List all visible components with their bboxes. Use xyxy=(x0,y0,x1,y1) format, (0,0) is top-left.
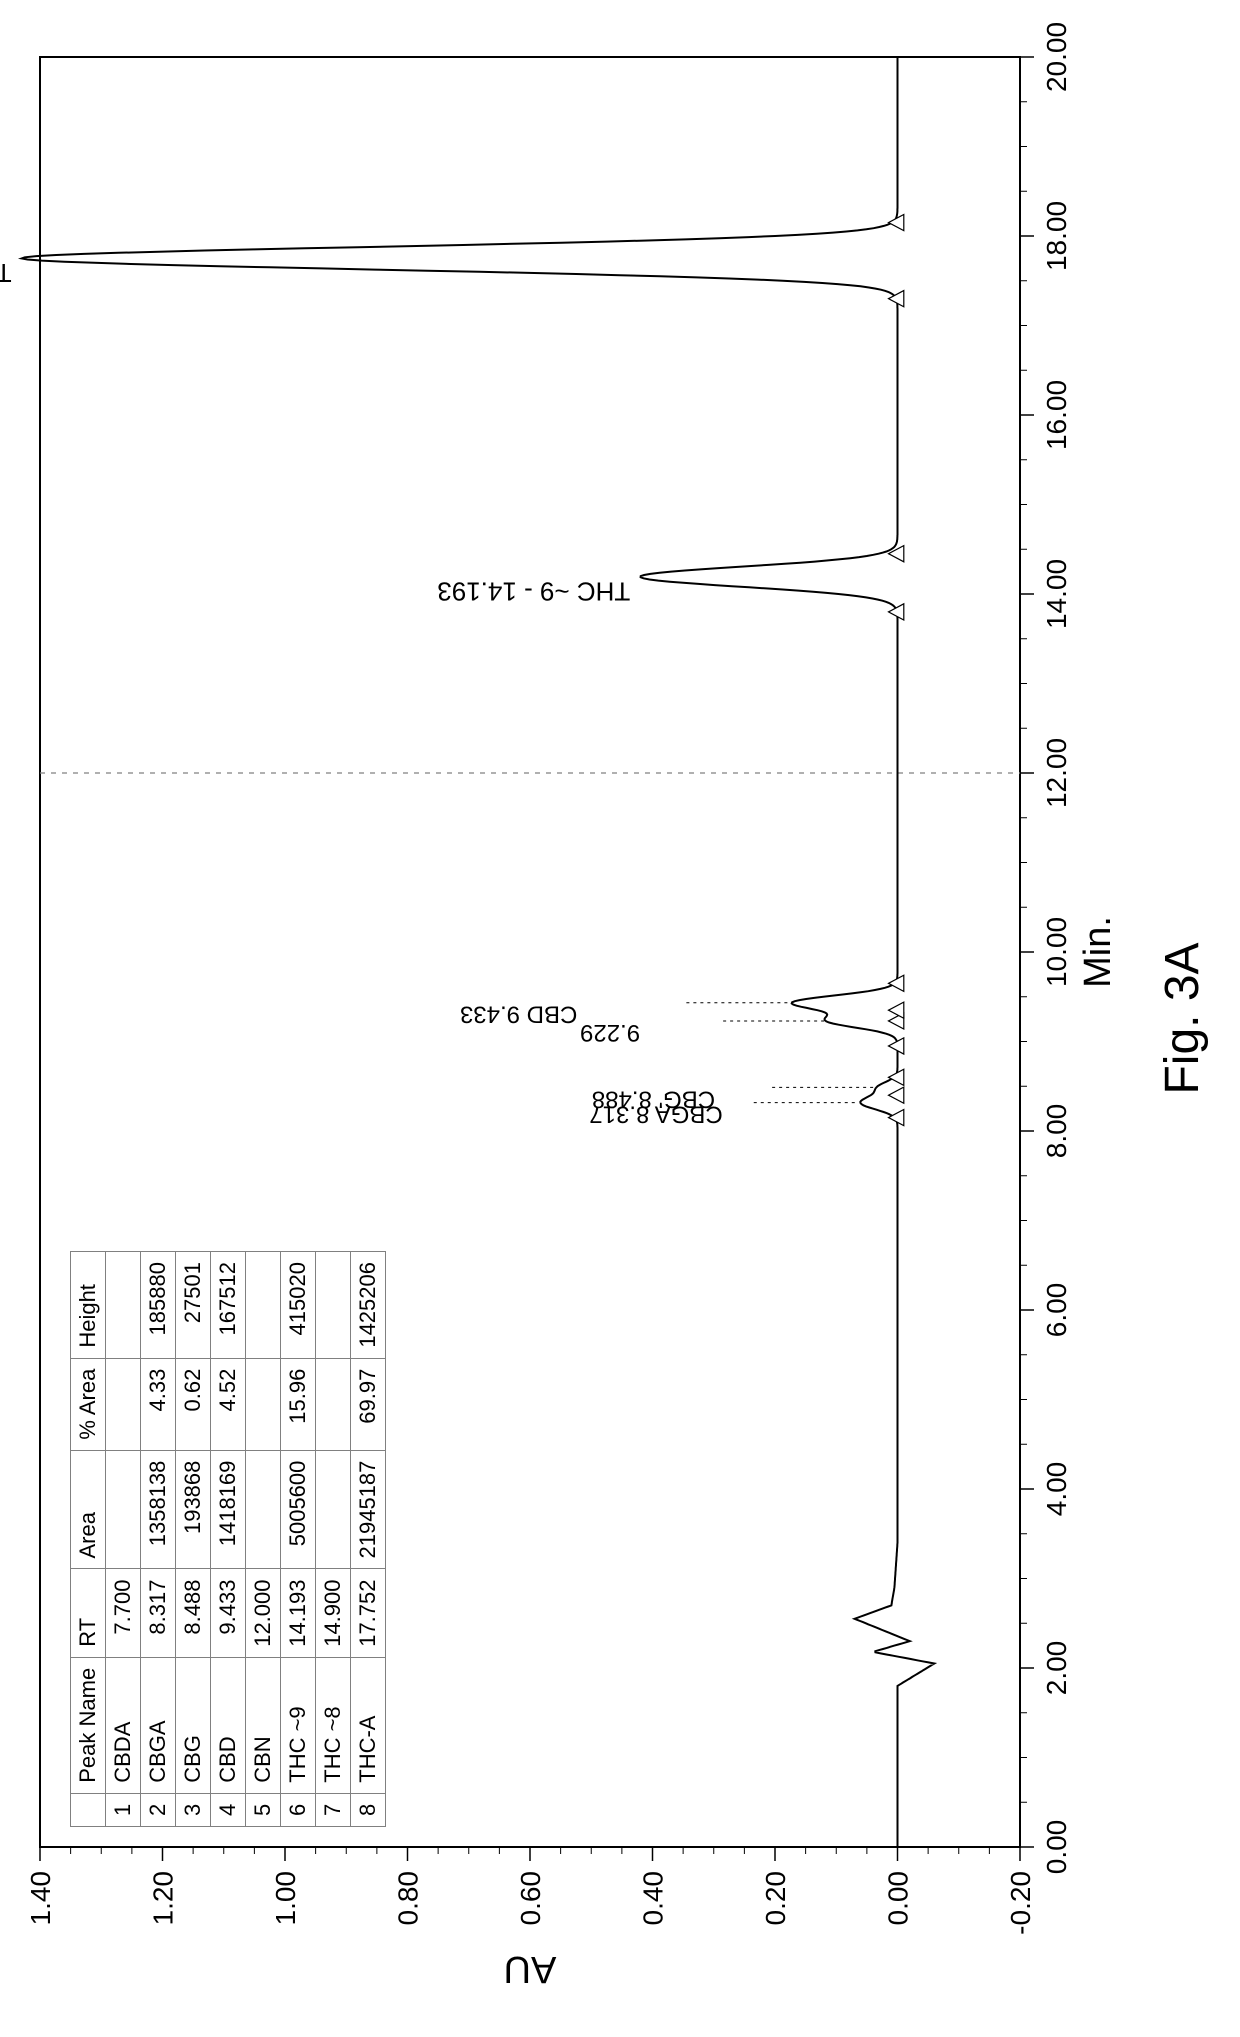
x-tick-label: 8.00 xyxy=(1041,1104,1072,1159)
table-cell xyxy=(246,1252,281,1359)
peak-data-table: Peak NameRTArea% AreaHeight1CBDA7.7002CB… xyxy=(70,1251,386,1827)
table-cell: 9.433 xyxy=(211,1569,246,1657)
y-axis-label: AU xyxy=(504,1948,557,1990)
table-header: Peak Name xyxy=(71,1657,106,1793)
table-row: 5CBN12.000 xyxy=(246,1252,281,1827)
table-header xyxy=(71,1793,106,1826)
x-tick-label: 6.00 xyxy=(1041,1283,1072,1338)
table-header: % Area xyxy=(71,1358,106,1450)
table-cell: 5005600 xyxy=(281,1450,316,1569)
x-tick-label: 10.00 xyxy=(1041,917,1072,987)
peak-label: CBD 9.433 xyxy=(460,1001,577,1028)
table-cell: 69.97 xyxy=(351,1358,386,1450)
table-cell xyxy=(316,1450,351,1569)
table-row: 1CBDA7.700 xyxy=(106,1252,141,1827)
table-cell xyxy=(316,1252,351,1359)
table-cell xyxy=(316,1358,351,1450)
table-row: 6THC ~914.193500560015.96415020 xyxy=(281,1252,316,1827)
table-cell: 415020 xyxy=(281,1252,316,1359)
table-cell: 14.900 xyxy=(316,1569,351,1657)
y-tick-label: 0.00 xyxy=(883,1871,914,1926)
table-row: 3CBG8.4881938680.6227501 xyxy=(176,1252,211,1827)
x-tick-label: 0.00 xyxy=(1041,1820,1072,1875)
table-cell: 5 xyxy=(246,1793,281,1826)
peak-label: THC-A - 17.752 xyxy=(0,258,12,288)
table-row: 4CBD9.43314181694.52167512 xyxy=(211,1252,246,1827)
x-tick-label: 2.00 xyxy=(1041,1641,1072,1696)
peak-label: THC ~9 - 14.193 xyxy=(437,577,630,607)
x-tick-label: 14.00 xyxy=(1041,559,1072,629)
table-cell xyxy=(246,1358,281,1450)
baseline-marker-icon xyxy=(889,546,904,562)
baseline-marker-icon xyxy=(889,1087,904,1103)
table-row: 8THC-A17.7522194518769.971425206 xyxy=(351,1252,386,1827)
y-tick-label: 0.20 xyxy=(760,1871,791,1926)
peak-label: 9.229 xyxy=(580,1019,640,1046)
baseline-marker-icon xyxy=(889,1109,904,1125)
x-tick-label: 12.00 xyxy=(1041,738,1072,808)
table-cell: THC ~9 xyxy=(281,1657,316,1793)
table-cell: 1358138 xyxy=(141,1450,176,1569)
x-tick-label: 16.00 xyxy=(1041,380,1072,450)
table-cell: 7.700 xyxy=(106,1569,141,1657)
table-cell: 4 xyxy=(211,1793,246,1826)
table-cell: 1 xyxy=(106,1793,141,1826)
peak-label: CBG' 8.488 xyxy=(592,1085,715,1112)
y-tick-label: 1.20 xyxy=(148,1871,179,1926)
y-tick-label: 0.60 xyxy=(515,1871,546,1926)
table-header: Area xyxy=(71,1450,106,1569)
baseline-marker-icon xyxy=(889,975,904,991)
baseline-marker-icon xyxy=(889,604,904,620)
table-cell xyxy=(106,1358,141,1450)
x-axis-label: Min. xyxy=(1077,916,1119,988)
y-tick-label: -0.20 xyxy=(1005,1871,1036,1935)
table-cell: 167512 xyxy=(211,1252,246,1359)
table-cell: THC ~8 xyxy=(316,1657,351,1793)
table-cell: 14.193 xyxy=(281,1569,316,1657)
table-header: Height xyxy=(71,1252,106,1359)
page: 0.002.004.006.008.0010.0012.0014.0016.00… xyxy=(0,0,1240,2037)
table-cell: 21945187 xyxy=(351,1450,386,1569)
table-row: 7THC ~814.900 xyxy=(316,1252,351,1827)
table-cell: 8.488 xyxy=(176,1569,211,1657)
table-cell: 27501 xyxy=(176,1252,211,1359)
y-tick-label: 0.80 xyxy=(393,1871,424,1926)
table-cell: 0.62 xyxy=(176,1358,211,1450)
table-cell: CBG xyxy=(176,1657,211,1793)
table-cell: 8.317 xyxy=(141,1569,176,1657)
table-cell xyxy=(246,1450,281,1569)
table-cell: 193868 xyxy=(176,1450,211,1569)
table-row: 2CBGA8.31713581384.33185880 xyxy=(141,1252,176,1827)
table-cell: CBGA xyxy=(141,1657,176,1793)
table-cell xyxy=(106,1252,141,1359)
table-cell: 17.752 xyxy=(351,1569,386,1657)
x-tick-label: 18.00 xyxy=(1041,201,1072,271)
table-cell: 1425206 xyxy=(351,1252,386,1359)
table-cell xyxy=(106,1450,141,1569)
y-tick-label: 1.00 xyxy=(270,1871,301,1926)
baseline-marker-icon xyxy=(889,1002,904,1018)
y-tick-label: 0.40 xyxy=(638,1871,669,1926)
figure-caption: Fig. 3A xyxy=(1155,0,1210,2037)
rotated-figure: 0.002.004.006.008.0010.0012.0014.0016.00… xyxy=(0,0,1240,2037)
x-tick-label: 20.00 xyxy=(1041,22,1072,92)
table-cell: THC-A xyxy=(351,1657,386,1793)
table-cell: 2 xyxy=(141,1793,176,1826)
table-cell: 1418169 xyxy=(211,1450,246,1569)
y-tick-label: 1.40 xyxy=(25,1871,56,1926)
table-header: RT xyxy=(71,1569,106,1657)
table-cell: 7 xyxy=(316,1793,351,1826)
table-cell: 185880 xyxy=(141,1252,176,1359)
table-cell: 4.52 xyxy=(211,1358,246,1450)
table-cell: CBDA xyxy=(106,1657,141,1793)
table-cell: 15.96 xyxy=(281,1358,316,1450)
x-tick-label: 4.00 xyxy=(1041,1462,1072,1517)
table-cell: 12.000 xyxy=(246,1569,281,1657)
table-cell: 6 xyxy=(281,1793,316,1826)
table-cell: CBD xyxy=(211,1657,246,1793)
table-cell: 8 xyxy=(351,1793,386,1826)
table-cell: 3 xyxy=(176,1793,211,1826)
table-cell: 4.33 xyxy=(141,1358,176,1450)
table-cell: CBN xyxy=(246,1657,281,1793)
